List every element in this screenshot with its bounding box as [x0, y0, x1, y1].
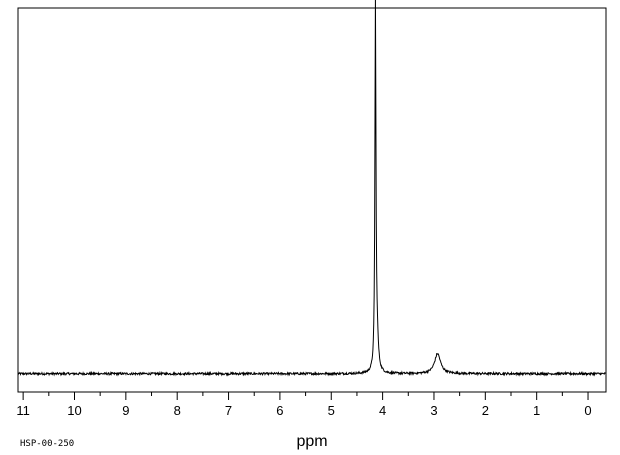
- x-tick-label: 7: [225, 403, 232, 418]
- x-tick-label: 0: [584, 403, 591, 418]
- spectrum-code-label: HSP-00-250: [20, 439, 74, 449]
- x-tick-label: 4: [379, 403, 386, 418]
- x-tick-label: 9: [122, 403, 129, 418]
- spectrum-trace: [17, 0, 607, 377]
- x-tick-label: 5: [328, 403, 335, 418]
- x-tick-label: 10: [67, 403, 81, 418]
- x-tick-label: 11: [16, 403, 30, 418]
- x-tick-label: 8: [174, 403, 181, 418]
- plot-frame: [17, 7, 607, 393]
- x-axis-label: ppm: [296, 433, 327, 450]
- x-axis-ticks: 11 10 9 8 7 6 5 4 3 2 1 0: [16, 392, 592, 418]
- x-tick-label: 6: [276, 403, 283, 418]
- x-tick-label: 1: [533, 403, 540, 418]
- x-tick-label: 3: [430, 403, 437, 418]
- x-tick-label: 2: [482, 403, 489, 418]
